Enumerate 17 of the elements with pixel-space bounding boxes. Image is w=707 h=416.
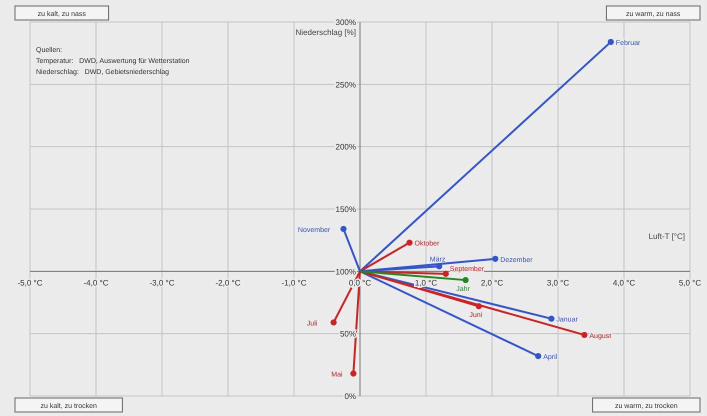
y-tick-label: 250% xyxy=(336,80,356,90)
x-tick-label: -3,0 °C xyxy=(150,278,175,288)
y-tick-label: 0% xyxy=(344,392,356,401)
x-tick-label: 4,0 °C xyxy=(612,278,636,288)
x-tick-label: 5,0 °C xyxy=(678,278,702,288)
y-axis-title: Niederschlag [%] xyxy=(296,28,356,37)
x-tick-label: -4,0 °C xyxy=(84,278,109,288)
y-tick-label: 300% xyxy=(336,18,356,27)
y-tick-label: 150% xyxy=(336,205,356,214)
x-tick-label: 1,0 °C xyxy=(414,278,438,288)
x-tick-label: 2,0 °C xyxy=(480,278,504,288)
x-axis-title: Luft-T [°C] xyxy=(648,232,685,241)
x-tick-label: 3,0 °C xyxy=(546,278,570,288)
x-tick-label: -1,0 °C xyxy=(282,278,307,288)
y-tick-label: 200% xyxy=(336,142,356,152)
x-tick-label: -2,0 °C xyxy=(216,278,241,288)
x-tick-label: -5,0 °C xyxy=(18,278,43,288)
